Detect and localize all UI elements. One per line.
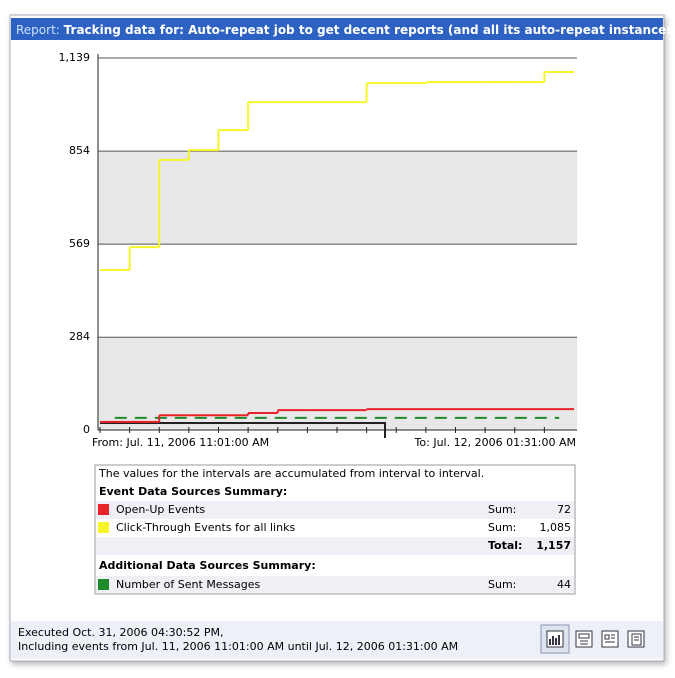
- row-bg: [96, 576, 574, 593]
- legend-swatch: [98, 579, 109, 590]
- chart: 0 284 569 854 1,139 From: Jul. 11, 2006 11:01…: [59, 51, 577, 449]
- y-tick-label: 569: [69, 237, 90, 250]
- legend-label: Number of Sent Messages: [116, 578, 261, 591]
- toolbar: [540, 624, 645, 654]
- sum-label: Sum:: [488, 578, 516, 591]
- sum-value: 44: [557, 578, 571, 591]
- icon: [631, 633, 642, 646]
- export-button[interactable]: [601, 630, 619, 648]
- title-prefix: Report:: [16, 23, 60, 37]
- summary-border: [94, 464, 576, 595]
- y-tick-label: 0: [83, 423, 90, 436]
- legend-label: Click-Through Events for all links: [116, 521, 295, 534]
- y-tick-label: 854: [69, 144, 90, 157]
- row-bg: [96, 537, 574, 555]
- icon: [604, 634, 615, 643]
- row-bg: [96, 501, 574, 519]
- icon: [578, 633, 590, 645]
- title-label: Report: Tracking data for: Auto-repeat j…: [16, 23, 675, 37]
- section-heading: Additional Data Sources Summary:: [99, 559, 316, 572]
- sum-value: 1,085: [540, 521, 572, 534]
- x-to-label: To: Jul. 12, 2006 01:31:00 AM: [414, 436, 576, 449]
- footer-text: Including events from Jul. 11, 2006 11:0…: [18, 640, 458, 653]
- footer-text: Executed Oct. 31, 2006 04:30:52 PM,: [18, 626, 223, 639]
- summary-table: The values for the intervals are accumul…: [94, 464, 576, 595]
- y-tick-label: 284: [69, 330, 90, 343]
- sum-label: Sum:: [488, 503, 516, 516]
- total-value: 1,157: [536, 539, 571, 552]
- total-label: Total:: [488, 539, 522, 552]
- x-from-label: From: Jul. 11, 2006 11:01:00 AM: [92, 436, 269, 449]
- legend-swatch: [98, 522, 109, 533]
- title-text: Tracking data for: Auto-repeat job to ge…: [64, 23, 675, 37]
- legend-label: Open-Up Events: [116, 503, 205, 516]
- print-button[interactable]: [575, 630, 593, 648]
- sum-value: 72: [557, 503, 571, 516]
- y-tick-label: 1,139: [59, 51, 91, 64]
- title-bar: [11, 18, 663, 40]
- sum-label: Sum:: [488, 521, 516, 534]
- grid-band: [98, 151, 577, 245]
- icon: [549, 635, 560, 645]
- section-heading: Event Data Sources Summary:: [99, 485, 287, 498]
- legend-swatch: [98, 504, 109, 515]
- summary-note: The values for the intervals are accumul…: [98, 467, 484, 480]
